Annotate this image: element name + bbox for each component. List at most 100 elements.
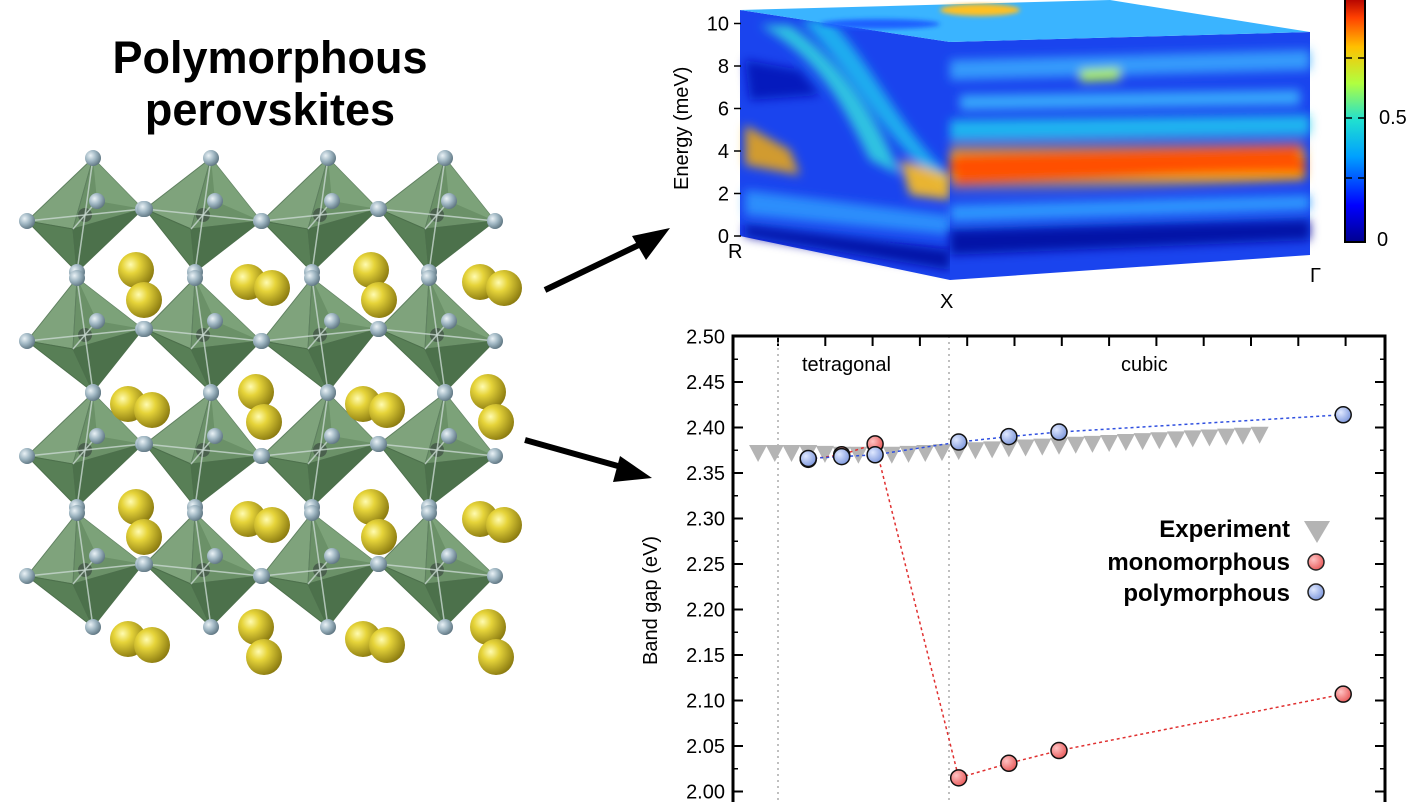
halide-atom [487,333,503,349]
bandgap-ytick-2.05: 2.05 [686,736,725,758]
halide-atom [371,436,387,452]
halide-atom [421,505,437,521]
halide-atom [487,213,503,229]
cation-atom [353,489,389,525]
colorbar-tick-0: 0 [1377,229,1388,251]
bandgap-ytick-2.40: 2.40 [686,418,725,440]
kpoint-X: X [940,291,953,313]
experiment-point [1150,432,1169,450]
polymorphous-point [799,449,817,468]
cation-atom [486,270,522,306]
halide-atom [441,428,457,444]
halide-atom [254,568,270,584]
experiment-point [1133,433,1152,451]
cation-atom [478,404,514,440]
bandgap-plot-frame [731,334,1387,802]
cation-atom [361,519,397,555]
octahedron [144,276,263,393]
halide-atom [254,213,270,229]
halide-atom [203,150,219,166]
halide-atom [85,385,101,401]
series-monomorphous [799,435,1352,787]
halide-atom [320,619,336,635]
experiment-point [899,445,918,463]
title-line-1: Polymorphous [112,32,428,83]
halide-atom [207,548,223,564]
perovskite-crystal-structure [19,150,522,675]
halide-atom [254,333,270,349]
experiment-point [966,442,985,460]
halide-atom [437,619,453,635]
halide-atom [371,201,387,217]
experiment-point [765,444,784,462]
halide-atom [137,436,153,452]
halide-atom [254,448,270,464]
halide-atom [320,385,336,401]
dispersion-ytick-8: 8 [718,56,729,78]
bandgap-ylabel: Band gap (eV) [640,536,662,665]
cation-atom [118,489,154,525]
experiment-point [1233,427,1252,445]
cation-atom [238,374,274,410]
monomorphous-point [1334,685,1352,703]
halide-atom [203,619,219,635]
cation-atom [246,404,282,440]
halide-atom [137,556,153,572]
dispersion-ylabel: Energy (meV) [671,67,693,190]
cation-atom [369,627,405,663]
halide-atom [320,150,336,166]
halide-atom [304,505,320,521]
phase-label-cubic: cubic [1121,354,1168,376]
kpoint-R: R [728,241,742,263]
halide-atom [137,201,153,217]
experiment-point [1066,436,1085,454]
halide-atom [324,548,340,564]
halide-atom [441,193,457,209]
experiment-point [882,446,901,464]
dispersion-ytick-6: 6 [718,99,729,121]
monomorphous-point [1050,741,1068,760]
legend-marker-polymorphous [1307,583,1325,601]
halide-atom [421,270,437,286]
experiment-point [983,441,1002,459]
kpoint-Gamma: Γ [1310,265,1321,287]
halide-atom [207,428,223,444]
halide-atom [487,568,503,584]
experiment-point [916,444,935,462]
experiment-point [1050,437,1068,455]
legend-marker-monomorphous [1307,553,1325,571]
polymorphous-point [866,446,884,464]
halide-atom [187,270,203,286]
legend-label-experiment: Experiment [1159,516,1290,543]
experiment-point [932,444,951,462]
arrow-to-bandgap [524,437,652,482]
halide-atom [203,385,219,401]
cation-atom [134,627,170,663]
halide-atom [19,333,35,349]
halide-atom [137,321,153,337]
cation-atom [254,507,290,543]
cation-atom [118,252,154,288]
halide-atom [85,619,101,635]
halide-atom [85,150,101,166]
experiment-point [1183,430,1202,448]
experiment-point [1083,435,1102,453]
experiment-point [815,445,834,463]
arrow-to-dispersion [543,228,670,293]
halide-atom [69,270,85,286]
halide-atom [89,313,105,329]
phonon-dispersion-3d: Energy (meV) 0 2 4 6 8 10 R X Γ 0 0.5 [671,0,1407,313]
experiment-point [782,444,801,462]
halide-atom [371,556,387,572]
halide-atom [89,548,105,564]
bandgap-ytick-2.35: 2.35 [686,463,725,485]
dispersion-ytick-4: 4 [718,141,729,163]
cation-atom [134,392,170,428]
experiment-point [1033,438,1052,456]
halide-atom [371,321,387,337]
legend-marker-experiment [1304,521,1330,543]
halide-atom [69,505,85,521]
experiment-point [749,444,768,462]
title-line-2: perovskites [144,84,396,135]
